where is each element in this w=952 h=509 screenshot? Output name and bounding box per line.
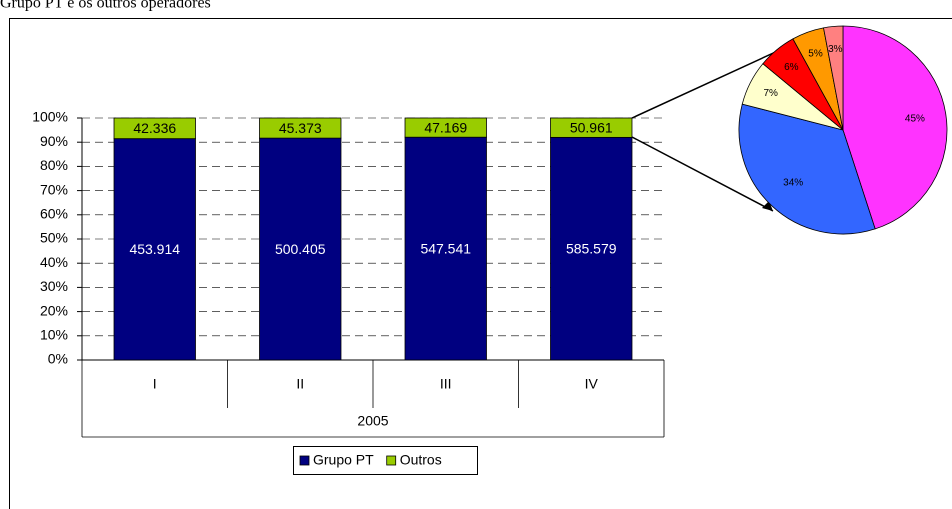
value-label: 47.169 — [424, 119, 467, 135]
value-label: 45.373 — [279, 120, 322, 136]
pie-label: 7% — [763, 88, 778, 99]
group-label: 2005 — [357, 413, 388, 429]
pie-label: 6% — [784, 62, 799, 73]
legend-label: Outros — [400, 452, 442, 468]
legend-swatch — [299, 455, 310, 466]
pie-slice — [823, 25, 844, 131]
x-tick-label: II — [296, 376, 304, 392]
chart-title: Grupo PT e os outros operadores — [0, 0, 211, 12]
arrowhead — [762, 201, 773, 211]
x-tick-label: III — [440, 376, 452, 392]
y-tick-label: 20% — [40, 302, 68, 318]
bar-segment — [404, 136, 487, 361]
y-tick-label: 10% — [40, 327, 68, 343]
connector — [631, 136, 774, 212]
value-label: 453.914 — [129, 241, 180, 257]
pie-slice — [842, 25, 948, 230]
value-label: 585.579 — [566, 240, 617, 256]
legend-box — [293, 446, 478, 475]
bar-segment — [113, 138, 196, 361]
y-tick-label: 60% — [40, 206, 68, 222]
pie-label: 3% — [828, 44, 843, 55]
y-tick-label: 80% — [40, 157, 68, 173]
value-label: 547.541 — [420, 240, 471, 256]
y-tick-label: 90% — [40, 133, 68, 149]
pie-label: 34% — [783, 178, 803, 189]
pie-label: 5% — [808, 48, 823, 59]
value-label: 500.405 — [275, 241, 326, 257]
bar-segment — [113, 117, 196, 140]
y-tick-label: 40% — [40, 254, 68, 270]
x-tick-label: I — [153, 376, 157, 392]
value-label: 42.336 — [133, 120, 176, 136]
bar-segment — [550, 136, 633, 361]
x-tick-label: IV — [585, 376, 599, 392]
y-tick-label: 100% — [32, 109, 68, 125]
legend-label: Grupo PT — [313, 452, 374, 468]
y-tick-label: 50% — [40, 230, 68, 246]
y-tick-label: 0% — [48, 351, 68, 367]
pie-label: 45% — [905, 113, 925, 124]
frame — [9, 18, 952, 509]
y-tick-label: 30% — [40, 278, 68, 294]
legend-swatch — [386, 455, 397, 466]
bar-segment — [404, 117, 487, 138]
bar-segment — [259, 117, 342, 139]
pie-slice — [738, 103, 876, 235]
value-label: 50.961 — [570, 119, 613, 135]
bar-segment — [550, 117, 633, 138]
y-tick-label: 70% — [40, 181, 68, 197]
bar-segment — [259, 137, 342, 361]
